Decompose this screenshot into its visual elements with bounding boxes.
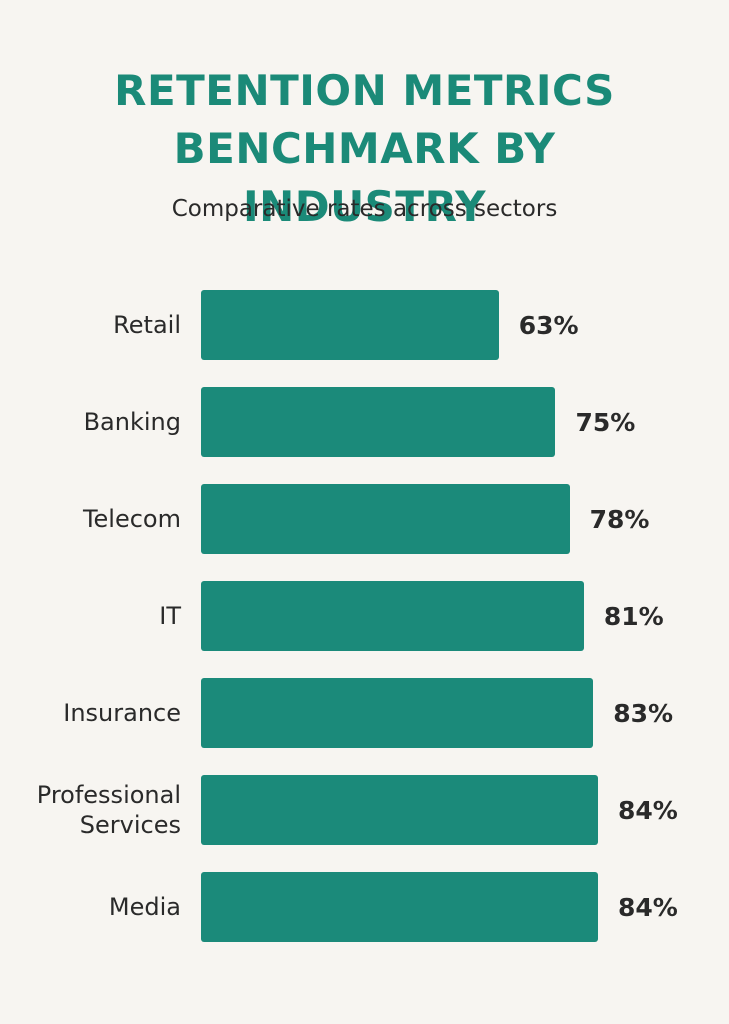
bar-row: Insurance 83%: [0, 678, 729, 748]
value-label: 75%: [575, 407, 636, 437]
category-label: Telecom: [82, 505, 181, 533]
category-label: Banking: [83, 408, 181, 436]
bar: [201, 872, 598, 942]
bar: [201, 775, 598, 845]
category-label: IT: [159, 602, 181, 630]
value-label: 63%: [518, 310, 579, 340]
bar: [201, 387, 556, 457]
bar: [201, 290, 499, 360]
value-label: 81%: [603, 601, 664, 631]
bar-row: Telecom 78%: [0, 484, 729, 554]
value-label: 78%: [589, 504, 650, 534]
category-label: Media: [108, 893, 181, 921]
chart-title-box: RETENTION METRICS BENCHMARK BY INDUSTRY: [40, 62, 689, 236]
bar: [201, 484, 570, 554]
bar: [201, 581, 584, 651]
chart-title: RETENTION METRICS BENCHMARK BY INDUSTRY: [114, 66, 615, 231]
category-label: Retail: [113, 311, 181, 339]
value-label: 84%: [618, 892, 678, 922]
value-label: 83%: [613, 698, 674, 728]
category-label: Insurance: [63, 699, 181, 727]
value-label: 84%: [618, 795, 678, 825]
bar: [201, 678, 594, 748]
bar-row: IT 81%: [0, 581, 729, 651]
bar-row: Retail 63%: [0, 290, 729, 360]
bar-row: Media 84%: [0, 872, 729, 942]
category-label: Professional Services: [36, 781, 181, 839]
bar-row: Banking 75%: [0, 387, 729, 457]
bar-row: Professional Services 84%: [0, 775, 729, 845]
chart-subtitle: Comparative rates across sectors: [171, 196, 558, 222]
